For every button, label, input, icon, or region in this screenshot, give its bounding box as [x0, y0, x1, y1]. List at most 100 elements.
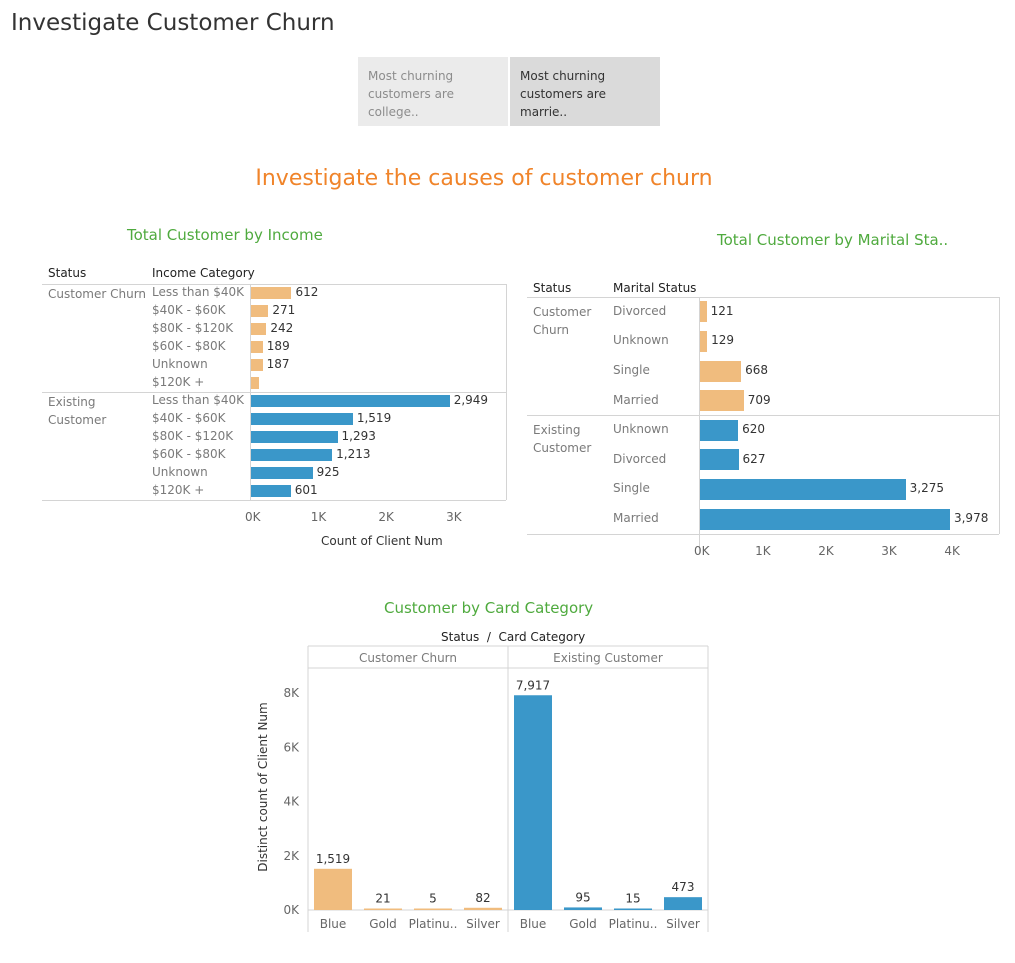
y-tick-label: 4K — [283, 795, 300, 809]
category-label: $40K - $60K — [152, 303, 226, 317]
pane-border-right — [506, 284, 507, 500]
category-label: Single — [613, 481, 650, 496]
bar-value-label: 21 — [375, 892, 390, 906]
bar-value-label: 15 — [625, 892, 640, 906]
bar-value-label: 1,519 — [316, 852, 350, 866]
category-label: Unknown — [152, 357, 208, 371]
panel-header: Customer Churn — [359, 651, 457, 665]
bar-value-label: 3,978 — [953, 511, 989, 525]
bar-value-label: 95 — [575, 890, 590, 904]
bar[interactable] — [250, 431, 338, 443]
y-tick-label: 0K — [283, 903, 300, 917]
bar-value-label: 7,917 — [516, 678, 550, 692]
x-tick-label: Silver — [466, 917, 500, 931]
x-tick-label: 4K — [944, 543, 960, 558]
x-tick-label: Silver — [666, 917, 700, 931]
bar[interactable] — [699, 449, 739, 471]
category-label: Single — [613, 363, 650, 377]
x-tick-label: Platinu.. — [609, 917, 658, 931]
bar-value-label: 709 — [747, 392, 771, 407]
y-tick-label: 6K — [283, 740, 300, 754]
status-label: Existing Customer — [533, 423, 592, 456]
bar[interactable] — [250, 341, 263, 353]
bar[interactable] — [699, 508, 950, 530]
bar[interactable] — [699, 390, 744, 412]
category-label: $120K + — [152, 375, 205, 389]
category-label: Unknown — [613, 333, 669, 348]
category-label: Less than $40K — [152, 285, 245, 299]
bar — [364, 908, 402, 910]
x-tick-label: 1K — [755, 543, 771, 558]
x-tick-label: Gold — [369, 917, 397, 931]
bar — [614, 908, 652, 910]
bar-value-label: 2,949 — [453, 393, 489, 407]
x-tick-label: 2K — [378, 510, 394, 524]
bar[interactable] — [250, 449, 333, 461]
bar[interactable] — [250, 377, 259, 389]
pane-border — [527, 297, 999, 298]
bar[interactable] — [250, 305, 269, 317]
category-label: $60K - $80K — [152, 339, 226, 353]
bar-value-label: 129 — [711, 333, 735, 348]
bar[interactable] — [699, 301, 707, 323]
bar — [514, 695, 552, 910]
x-tick-label: 0K — [694, 543, 710, 558]
bar-value-label: 271 — [272, 303, 296, 317]
pane-border — [42, 392, 506, 393]
bar — [664, 897, 702, 910]
pane-border-right — [999, 297, 1000, 534]
bar — [314, 868, 352, 910]
pane-border — [42, 500, 506, 501]
column-header-category: Marital Status — [613, 281, 697, 295]
income-chart-title: Total Customer by Income — [127, 226, 323, 244]
bar[interactable] — [250, 359, 263, 371]
x-tick-label: 2K — [818, 543, 834, 558]
card-chart-title: Customer by Card Category — [384, 599, 594, 617]
bar[interactable] — [250, 323, 267, 335]
story-point-married[interactable]: Most churning customers are marrie.. — [510, 57, 660, 126]
bar-value-label: 601 — [294, 483, 318, 497]
bar-value-label: 1,213 — [336, 447, 371, 461]
bar-value-label: 242 — [270, 321, 294, 335]
bar-value-label: 187 — [266, 357, 290, 371]
category-label: $60K - $80K — [152, 447, 226, 461]
x-axis-title: Count of Client Num — [321, 534, 443, 548]
bar[interactable] — [250, 287, 292, 299]
bar-value-label: 1,293 — [341, 429, 376, 443]
dashboard-subtitle: Investigate the causes of customer churn — [255, 166, 713, 191]
bar-value-label: 189 — [266, 339, 290, 353]
status-label: Customer Churn — [533, 305, 592, 337]
status-label: Existing Customer — [48, 395, 107, 427]
page-title: Investigate Customer Churn — [11, 10, 335, 36]
story-point-college[interactable]: Most churning customers are college.. — [358, 57, 508, 126]
category-label: Less than $40K — [152, 393, 245, 407]
bar — [414, 908, 452, 910]
bar[interactable] — [699, 330, 708, 352]
bar-value-label: 925 — [316, 465, 340, 479]
bar[interactable] — [250, 467, 313, 479]
category-label: Divorced — [613, 303, 667, 318]
panel-header: Existing Customer — [553, 651, 663, 665]
category-label: $40K - $60K — [152, 411, 226, 425]
bar-value-label: 5 — [429, 892, 437, 906]
bar[interactable] — [699, 478, 906, 500]
bar[interactable] — [250, 395, 450, 407]
bar-value-label: 1,519 — [356, 411, 392, 425]
bar-value-label: 82 — [475, 891, 490, 905]
category-label: Married — [613, 511, 659, 525]
bar[interactable] — [699, 360, 742, 382]
category-label: Unknown — [152, 465, 208, 479]
bar[interactable] — [250, 485, 291, 497]
pane-border — [527, 533, 999, 535]
x-tick-label: Gold — [569, 917, 597, 931]
x-tick-label: Platinu.. — [409, 917, 458, 931]
x-tick-label: 3K — [881, 543, 897, 558]
bar[interactable] — [250, 413, 353, 425]
pane-border — [527, 415, 999, 417]
y-tick-label: 8K — [283, 686, 300, 700]
pane-border — [42, 284, 506, 285]
bar[interactable] — [699, 419, 739, 441]
category-label: Married — [613, 392, 659, 407]
